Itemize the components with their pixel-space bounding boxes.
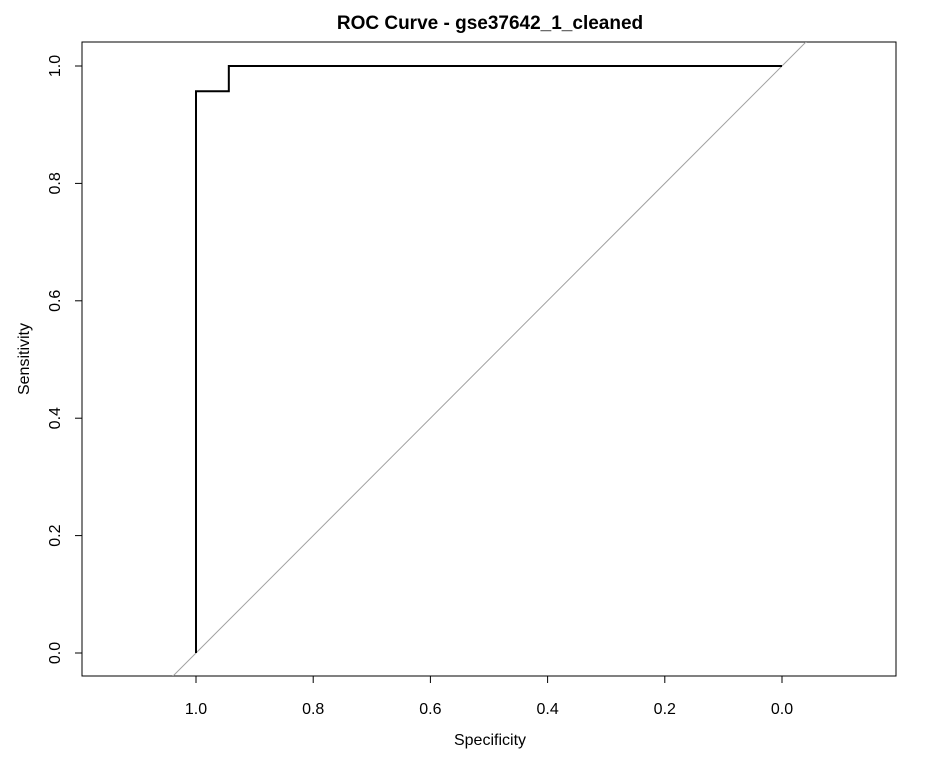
y-tick-label: 0.4	[47, 407, 64, 429]
x-tick-label: 1.0	[185, 701, 207, 718]
plot-area	[172, 42, 807, 676]
y-tick-label: 0.8	[47, 172, 64, 194]
x-tick-label: 0.2	[654, 701, 676, 718]
x-axis-label: Specificity	[454, 732, 526, 749]
chart-title: ROC Curve - gse37642_1_cleaned	[337, 13, 643, 34]
y-tick-label: 0.0	[47, 642, 64, 664]
x-tick-label: 0.8	[302, 701, 324, 718]
reference-diagonal-line	[172, 42, 807, 676]
x-tick-label: 0.6	[419, 701, 441, 718]
x-axis: 1.0 0.8 0.6 0.4 0.2 0.0	[185, 675, 793, 718]
roc-curve-line	[195, 65, 782, 653]
y-tick-label: 0.6	[47, 290, 64, 312]
y-axis: 0.0 0.2 0.4 0.6 0.8 1.0	[47, 55, 83, 664]
x-tick-label: 0.0	[771, 701, 793, 718]
y-tick-label: 0.2	[47, 524, 64, 546]
x-tick-label: 0.4	[536, 701, 558, 718]
y-axis-label: Sensitivity	[16, 323, 33, 395]
y-tick-label: 1.0	[47, 55, 64, 77]
